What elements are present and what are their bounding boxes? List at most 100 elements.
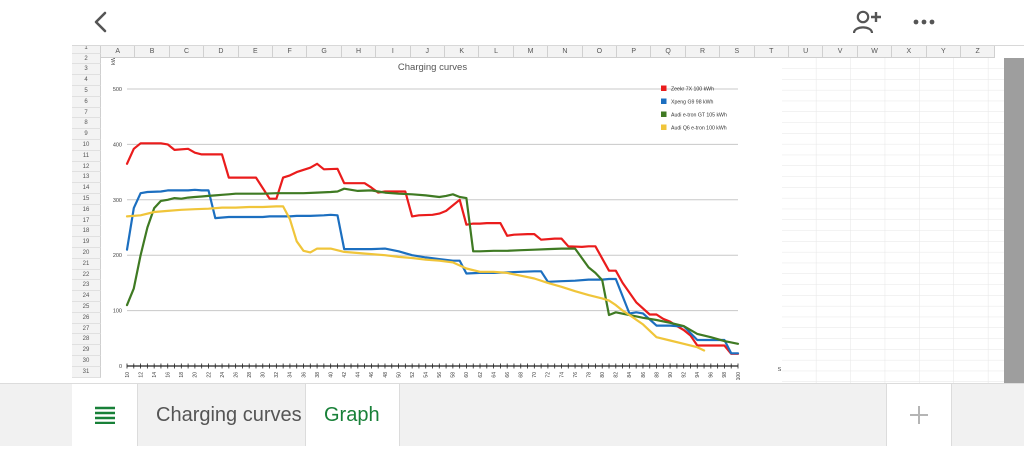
back-button[interactable] xyxy=(86,8,116,36)
row-header[interactable]: 9 xyxy=(72,129,101,141)
row-header[interactable]: 10 xyxy=(72,140,101,151)
column-header[interactable]: V xyxy=(823,46,858,58)
series-line xyxy=(125,142,740,355)
x-tick-label: 94 xyxy=(695,372,701,378)
x-tick-label: 42 xyxy=(342,372,348,378)
column-header[interactable]: B xyxy=(135,46,170,58)
column-header[interactable]: E xyxy=(238,46,273,58)
x-tick-label: 18 xyxy=(179,372,185,378)
x-tick-label: 38 xyxy=(315,372,321,378)
column-header[interactable]: D xyxy=(204,46,239,58)
x-tick-label: 52 xyxy=(410,372,416,378)
legend-entry: Zeekr 7X 100 kWh xyxy=(671,87,714,93)
x-tick-label: 44 xyxy=(356,372,362,378)
row-header[interactable]: 27 xyxy=(72,323,101,335)
row-header[interactable]: 25 xyxy=(72,302,101,313)
sheet-list-button[interactable] xyxy=(72,384,138,446)
column-header[interactable]: L xyxy=(479,46,514,58)
row-header[interactable]: 31 xyxy=(72,366,101,378)
column-header[interactable]: F xyxy=(273,46,308,58)
chart[interactable]: Charging curves kW 0 100 200 300 400 500 10 12 14 1… xyxy=(101,58,781,384)
x-tick-label: 60 xyxy=(464,372,470,378)
column-header[interactable]: T xyxy=(754,46,789,58)
x-tick-label: 26 xyxy=(233,372,239,378)
row-header[interactable]: 23 xyxy=(72,280,101,292)
row-header[interactable]: 6 xyxy=(72,96,101,108)
column-header[interactable]: C xyxy=(169,46,205,58)
x-tick-label: 66 xyxy=(505,372,511,378)
column-header[interactable]: S xyxy=(720,46,755,58)
row-header[interactable]: 4 xyxy=(72,75,101,87)
column-header[interactable]: W xyxy=(857,46,893,58)
empty-cells xyxy=(782,58,1004,384)
column-header[interactable]: H xyxy=(341,46,377,58)
share-button[interactable] xyxy=(850,6,886,38)
row-header[interactable]: 17 xyxy=(72,215,101,227)
row-header[interactable]: 29 xyxy=(72,345,101,357)
y-tick-label: 0 xyxy=(119,364,122,370)
legend-swatch xyxy=(661,124,667,130)
sheet-tab-bar: Charging curves Graph xyxy=(0,383,1024,446)
row-header[interactable]: 8 xyxy=(72,118,101,130)
row-header[interactable]: 15 xyxy=(72,194,101,205)
x-tick-label: 58 xyxy=(451,372,457,378)
column-header[interactable]: P xyxy=(617,46,652,58)
vertical-scrollbar[interactable] xyxy=(1004,58,1024,384)
x-tick-label: 98 xyxy=(722,372,728,378)
column-header[interactable]: U xyxy=(789,46,824,58)
row-header[interactable]: 22 xyxy=(72,269,101,281)
row-header[interactable]: 20 xyxy=(72,248,101,259)
x-tick-label: 30 xyxy=(261,372,267,378)
x-tick-label: 24 xyxy=(220,372,226,378)
column-header[interactable]: G xyxy=(307,46,342,58)
row-header[interactable]: 11 xyxy=(72,150,101,162)
row-header[interactable]: 5 xyxy=(72,86,101,97)
top-toolbar xyxy=(0,0,1024,44)
column-header[interactable]: N xyxy=(548,46,583,58)
column-header[interactable]: Z xyxy=(961,46,996,58)
more-options-button[interactable] xyxy=(906,8,942,36)
chart-title: Charging curves xyxy=(398,62,467,73)
column-header[interactable]: R xyxy=(685,46,721,58)
row-header[interactable]: 26 xyxy=(72,312,101,324)
tab-charging-curves[interactable]: Charging curves xyxy=(138,384,306,446)
x-tick-label: 96 xyxy=(709,372,715,378)
y-tick-label: 500 xyxy=(113,87,122,93)
column-header[interactable]: Y xyxy=(926,46,961,58)
x-tick-label: 68 xyxy=(519,372,525,378)
add-sheet-button[interactable] xyxy=(886,384,952,446)
row-header[interactable]: 19 xyxy=(72,237,101,249)
row-header[interactable]: 18 xyxy=(72,226,101,238)
row-header[interactable]: 3 xyxy=(72,64,101,76)
column-header[interactable]: I xyxy=(376,46,411,58)
row-header[interactable]: 13 xyxy=(72,172,101,184)
column-header[interactable]: X xyxy=(892,46,927,58)
row-header[interactable]: 7 xyxy=(72,107,101,119)
x-tick-label: 40 xyxy=(328,372,334,378)
tab-graph[interactable]: Graph xyxy=(306,384,400,446)
column-header[interactable]: M xyxy=(513,46,549,58)
chart-background xyxy=(101,58,781,384)
column-header[interactable]: A xyxy=(101,46,136,58)
y-tick-label: 200 xyxy=(113,253,122,259)
column-header[interactable]: O xyxy=(582,46,617,58)
x-tick-label: 56 xyxy=(437,372,443,378)
row-header[interactable]: 14 xyxy=(72,183,101,195)
row-header[interactable]: 30 xyxy=(72,356,101,367)
column-header[interactable]: Q xyxy=(651,46,686,58)
row-header[interactable]: 2 xyxy=(72,53,101,65)
column-header[interactable]: J xyxy=(410,46,445,58)
tab-label: Charging curves xyxy=(156,403,302,426)
plus-icon xyxy=(910,406,928,424)
row-header[interactable]: 16 xyxy=(72,204,101,216)
y-tick-label: 300 xyxy=(113,198,122,204)
row-header[interactable]: 28 xyxy=(72,334,101,346)
row-header[interactable]: 21 xyxy=(72,258,101,270)
x-tick-label: 82 xyxy=(614,372,620,378)
row-header[interactable]: 1 xyxy=(72,46,101,54)
x-tick-label: 12 xyxy=(138,372,144,378)
column-header[interactable]: K xyxy=(445,46,480,58)
row-header[interactable]: 24 xyxy=(72,291,101,303)
row-header[interactable]: 12 xyxy=(72,161,101,173)
